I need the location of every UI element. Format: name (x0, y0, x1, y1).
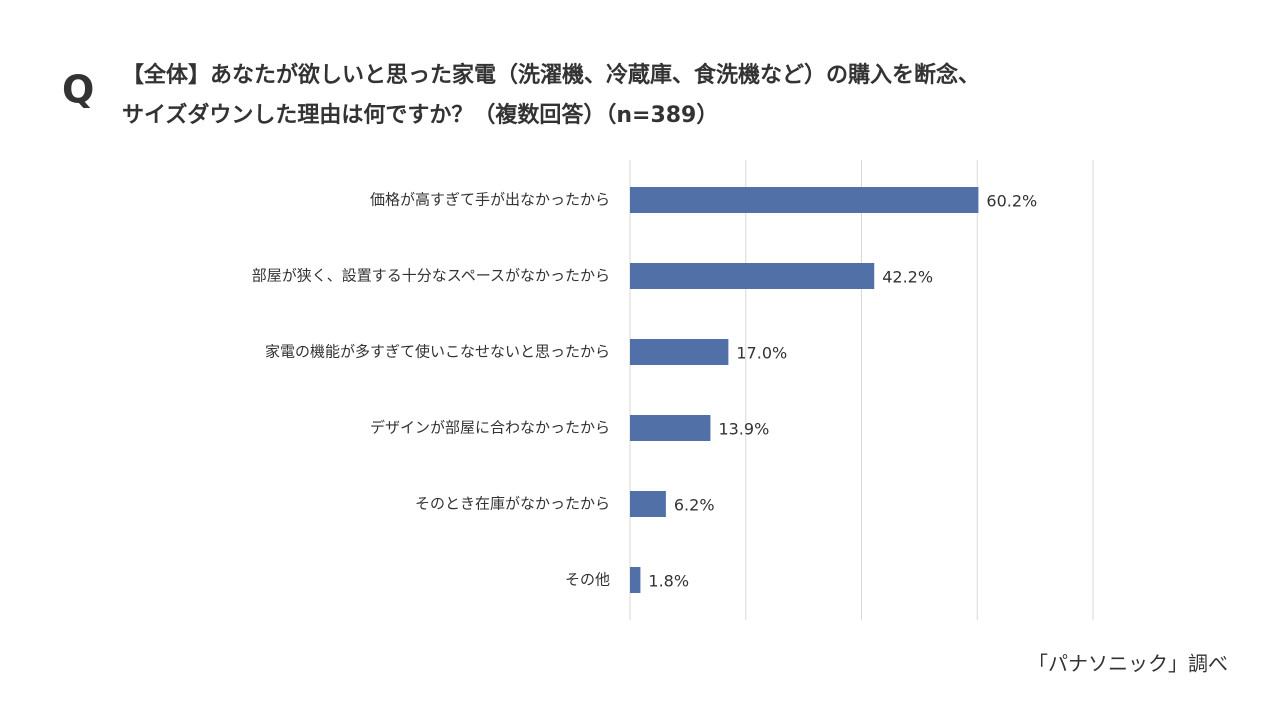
bar (630, 567, 641, 593)
category-label: そのとき在庫がなかったから (415, 495, 610, 513)
value-label: 13.9% (718, 420, 769, 439)
value-label: 6.2% (674, 496, 715, 515)
value-label: 42.2% (882, 268, 933, 287)
bar (630, 187, 979, 213)
value-label: 17.0% (736, 344, 787, 363)
bar (630, 263, 875, 289)
source-note: 「パナソニック」調べ (1028, 652, 1228, 676)
bar (630, 339, 729, 365)
category-label: 部屋が狭く、設置する十分なスペースがなかったから (252, 267, 610, 285)
value-label: 1.8% (648, 572, 689, 591)
category-label: デザインが部屋に合わなかったから (370, 419, 610, 437)
value-label: 60.2% (986, 192, 1037, 211)
question-marker: Q (62, 68, 94, 112)
chart-title-line: サイズダウンした理由は何ですか？（複数回答）（n=389） (122, 102, 718, 128)
bar (630, 415, 711, 441)
category-label: その他 (565, 571, 610, 589)
bar (630, 491, 666, 517)
category-label: 価格が高すぎて手が出なかったから (370, 191, 610, 209)
chart-title-line: 【全体】あなたが欲しいと思った家電（洗濯機、冷蔵庫、食洗機など）の購入を断念、 (122, 62, 980, 88)
category-label: 家電の機能が多すぎて使いこなせないと思ったから (265, 343, 610, 361)
